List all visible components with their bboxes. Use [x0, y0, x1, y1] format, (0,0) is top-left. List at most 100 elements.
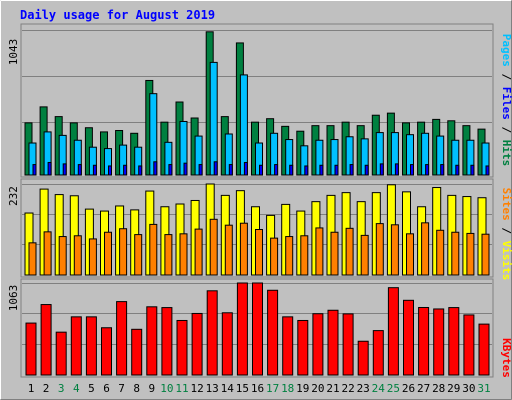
bar-kbytes-day-2: [40, 304, 52, 376]
bar-pages-day-16: [259, 164, 263, 176]
bar-sites-day-3: [58, 236, 67, 276]
x-label-day-12: 12: [190, 382, 203, 395]
bar-kbytes-day-27: [418, 306, 430, 376]
x-label-day-21: 21: [326, 382, 339, 395]
x-label-day-26: 26: [402, 382, 415, 395]
panel-visits-axis-label: Sites / Visits: [500, 188, 512, 281]
bar-sites-day-15: [239, 222, 248, 276]
bar-kbytes-day-5: [85, 316, 97, 376]
bar-sites-day-12: [194, 228, 203, 276]
bar-kbytes-day-16: [252, 282, 263, 376]
bar-pages-day-6: [108, 165, 112, 176]
bar-kbytes-day-14: [221, 312, 233, 376]
bar-sites-day-5: [88, 238, 97, 276]
bar-sites-day-25: [390, 224, 399, 276]
bar-kbytes-day-31: [478, 323, 490, 376]
bar-sites-day-10: [164, 234, 173, 276]
bar-sites-day-7: [119, 228, 128, 276]
bar-kbytes-day-3: [55, 331, 67, 376]
bar-kbytes-day-11: [176, 319, 188, 376]
x-label-day-2: 2: [43, 382, 50, 395]
bar-sites-day-9: [149, 223, 158, 276]
bar-pages-day-1: [32, 164, 37, 176]
bar-kbytes-day-15: [236, 282, 248, 376]
panel-hits-axis-label: Pages / Files / Hits: [500, 34, 512, 167]
bar-sites-day-2: [43, 231, 52, 276]
bar-sites-day-18: [285, 236, 294, 276]
x-label-day-17: 17: [266, 382, 279, 395]
bar-pages-day-15: [243, 161, 248, 176]
bar-kbytes-day-30: [463, 314, 475, 376]
bar-pages-day-29: [455, 164, 460, 176]
axis-label-sites: Sites: [500, 188, 512, 221]
bar-kbytes-day-1: [25, 322, 37, 376]
bar-sites-day-20: [315, 227, 324, 276]
bar-pages-day-19: [304, 165, 309, 176]
bar-pages-day-8: [138, 165, 143, 176]
panel-visits: 232 Sites / Visits: [7, 178, 512, 281]
axis-label-pages: Pages: [500, 34, 512, 67]
bar-sites-day-14: [224, 224, 233, 276]
panel-visits-ymax-label: 232: [7, 186, 20, 206]
x-label-day-30: 30: [462, 382, 475, 395]
bar-pages-day-12: [198, 164, 203, 176]
bar-pages-day-5: [92, 164, 97, 176]
bar-kbytes-day-29: [448, 307, 460, 376]
bar-kbytes-day-4: [70, 316, 82, 376]
bar-pages-day-31: [485, 165, 490, 176]
x-axis-day-labels: 1 2 3 4 5 6 7 8 9 10 11 12 13 14 15 16 17 18 19 20 21 22 23 24 2…: [28, 382, 491, 395]
x-label-day-24: 24: [372, 382, 386, 395]
x-label-day-3: 3: [58, 382, 65, 395]
bar-kbytes-day-20: [312, 313, 324, 376]
x-label-day-15: 15: [236, 382, 249, 395]
bar-sites-day-1: [28, 242, 37, 276]
bar-files-day-15: [239, 74, 248, 176]
bar-kbytes-day-7: [116, 301, 128, 376]
bar-kbytes-day-17: [267, 289, 279, 376]
bar-kbytes-day-18: [282, 316, 294, 376]
bar-sites-day-26: [406, 233, 414, 276]
bar-sites-day-30: [466, 232, 475, 276]
bar-sites-day-11: [179, 233, 188, 276]
bar-sites-day-19: [300, 235, 309, 276]
bar-pages-day-23: [364, 164, 369, 176]
panel-kbytes: 1063 KBytes: [7, 278, 512, 378]
bar-kbytes-day-19: [297, 319, 309, 376]
x-label-day-10: 10: [160, 382, 173, 395]
bar-sites-day-31: [481, 233, 490, 276]
bar-pages-day-13: [213, 161, 218, 176]
bar-sites-day-6: [104, 231, 112, 276]
axis-label-files: Files: [500, 87, 512, 120]
bar-kbytes-day-25: [387, 287, 399, 376]
x-label-day-18: 18: [281, 382, 294, 395]
bar-pages-day-21: [334, 164, 339, 176]
axis-label-visits: Visits: [500, 241, 512, 281]
x-label-day-1: 1: [28, 382, 35, 395]
bar-pages-day-14: [228, 164, 233, 176]
panel-kbytes-ymax-label: 1063: [7, 285, 20, 312]
x-label-day-8: 8: [133, 382, 140, 395]
axis-label-kbytes: KBytes: [500, 338, 512, 378]
x-label-day-29: 29: [447, 382, 460, 395]
bar-sites-day-13: [209, 218, 218, 276]
x-label-day-25: 25: [387, 382, 400, 395]
bar-pages-day-2: [47, 161, 52, 176]
bar-kbytes-day-10: [161, 307, 173, 376]
x-label-day-11: 11: [175, 382, 188, 395]
bar-kbytes-day-21: [327, 309, 339, 376]
panel-kbytes-axis-label: KBytes: [500, 338, 512, 378]
x-label-day-23: 23: [357, 382, 370, 395]
x-label-day-31: 31: [477, 382, 490, 395]
bar-sites-day-4: [73, 235, 82, 276]
bar-pages-day-10: [168, 164, 173, 176]
x-label-day-13: 13: [206, 382, 219, 395]
bar-pages-day-22: [349, 164, 354, 176]
bar-kbytes-day-28: [433, 308, 445, 376]
bar-sites-day-17: [270, 237, 279, 276]
x-label-day-4: 4: [73, 382, 80, 395]
axis-label-hits: Hits: [500, 140, 512, 167]
x-label-day-5: 5: [88, 382, 95, 395]
bar-kbytes-day-6: [101, 327, 112, 376]
bar-sites-day-16: [255, 229, 263, 276]
